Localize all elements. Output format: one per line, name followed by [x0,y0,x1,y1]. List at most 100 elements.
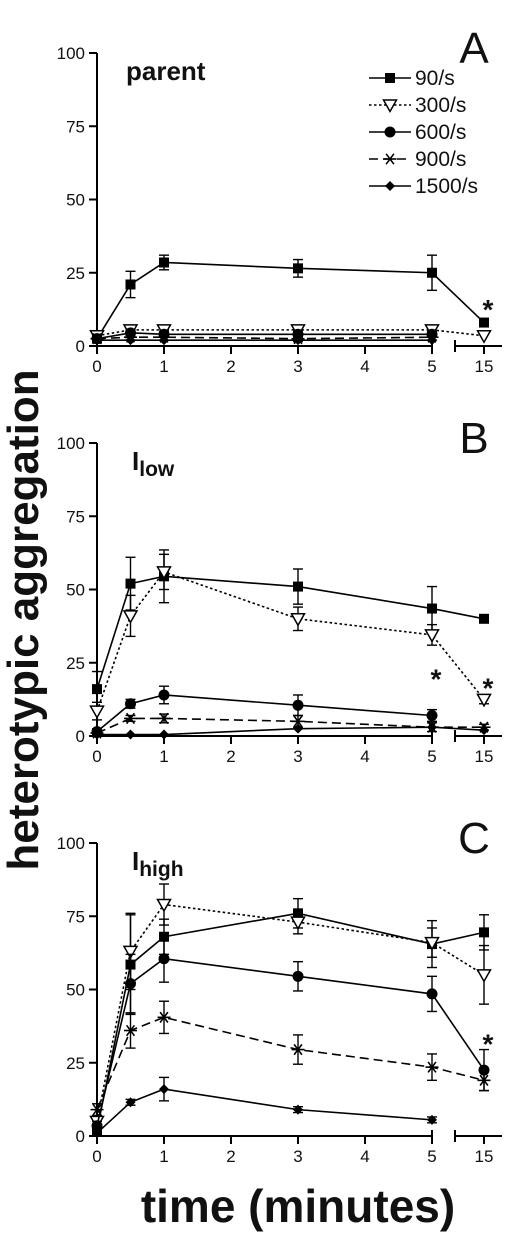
x-tick-label-2: 2 [226,1147,235,1166]
series-90-s-point [479,317,489,328]
x-tick-label-2: 2 [226,357,235,376]
y-tick-label-0: 0 [76,1127,85,1146]
series-90-s-point-shape [479,613,489,624]
series-90-s-point-shape [159,257,169,268]
series-1500-s-point-shape [293,723,303,734]
series-90-s-point [92,684,102,695]
series-900-s-point-stroke [125,1024,136,1037]
series-1500-s-point-shape [92,335,102,346]
series-600-s-point [158,689,170,701]
series-1500-s-point-shape [427,722,437,733]
panel-title-subscript: low [139,458,175,481]
series-900-s-point [477,1074,491,1087]
significance-star: * [483,672,494,703]
series-900-s-point [157,712,171,725]
series-1500-s-point [293,335,303,346]
series-90-s-point-shape [125,279,136,290]
series-1500-s-point-shape [125,1097,136,1108]
series-1500-s-point-shape [92,729,102,740]
series-1500-s-point [159,1084,169,1095]
legend-label: 600/s [415,121,466,144]
series-900-s-point-stroke [92,1103,102,1116]
series-900-s-point [425,1061,439,1073]
x-tick-label-0: 0 [92,1147,101,1166]
series-300-s-point [476,329,492,344]
series-300-s-line [96,570,485,712]
series-600-s-point [158,953,170,965]
series-90-s-point [293,581,303,592]
series-1500-s-point-shape [293,335,303,346]
series-90-s-line [96,575,485,690]
series-1500-s-point [92,335,102,346]
y-tick-label-50: 50 [66,981,85,1000]
series-90-s-point [125,279,136,290]
series-1500-s-point [427,722,437,733]
series-300-s-point-shape [476,693,492,708]
series-900-s-point-stroke [159,712,169,725]
series-1500-s-point [159,335,169,346]
x-tick-label-1: 1 [159,747,168,766]
series-300-s-point-shape [290,613,306,627]
series-300-s-point [476,969,492,983]
series-300-s-point [424,629,440,643]
significance-star: * [483,1028,494,1059]
series-600-s-point [125,327,136,339]
legend-marker-shape [385,73,395,83]
series-90-s [92,549,489,708]
series-90-s-point [293,263,303,274]
y-tick-label-100: 100 [57,834,85,853]
panel-title-main: parent [126,56,206,86]
series-900-s-line [96,336,433,340]
legend-marker-shape [384,126,396,138]
series-1500-s-point [125,335,136,346]
panel-letter: B [459,414,488,463]
series-600-s-point [125,698,136,710]
legend-item-90-s: 90/s [369,67,455,90]
x-tick-label-15: 15 [475,357,494,376]
legend-label: 300/s [415,94,466,117]
series-1500-s-point-shape [92,1128,102,1139]
y-tick-label-75: 75 [66,507,85,526]
x-tick-label-0: 0 [92,357,101,376]
series-300-s-point-shape [424,629,440,643]
series-300-s-point [424,936,440,951]
y-tick-label-75: 75 [66,117,85,136]
series-600-s-point [292,328,304,340]
series-1500-s-point-shape [159,729,169,740]
legend-label: 90/s [415,67,455,90]
legend-item-1500-s: 1500/s [369,175,478,198]
series-300-s-point [476,693,492,708]
significance-star: * [483,294,494,325]
legend: 90/s 300/s 600/s 900/s 1500/s [369,67,478,198]
series-600-s-point [426,988,438,1000]
series-1500-s-point-shape [293,1104,303,1115]
series-300-s-point [122,610,139,624]
series-1500-s-point [92,1128,102,1139]
series-1500-s-point [293,723,303,734]
x-tick-label-3: 3 [293,1147,302,1166]
y-axis-label: heterotypic aggregation [0,369,48,870]
y-tick-label-0: 0 [76,337,85,356]
legend-marker-shape [385,181,395,191]
series-1500-s [92,722,489,740]
series-1500-s-point-shape [427,1114,437,1125]
series-600-s-point [91,1120,103,1132]
legend-marker [384,126,396,138]
y-tick-label-50: 50 [66,581,85,600]
series-300-s-point [89,705,105,720]
x-axis-label: time (minutes) [141,1180,455,1232]
series-90-s-line [96,912,485,1131]
series-90-s-point-shape [293,263,303,274]
series-300-s-point-shape [476,969,492,983]
series-1500-s-point [92,729,102,740]
series-300-s-point [290,916,306,931]
series-300-s-point [156,898,172,913]
x-tick-label-3: 3 [293,747,302,766]
series-300-s-point [122,945,139,960]
series-1500-s-point-shape [125,729,136,740]
y-tick-label-25: 25 [66,1054,85,1073]
x-tick-label-0: 0 [92,747,101,766]
legend-marker [385,181,395,191]
series-1500-s-point [159,729,169,740]
